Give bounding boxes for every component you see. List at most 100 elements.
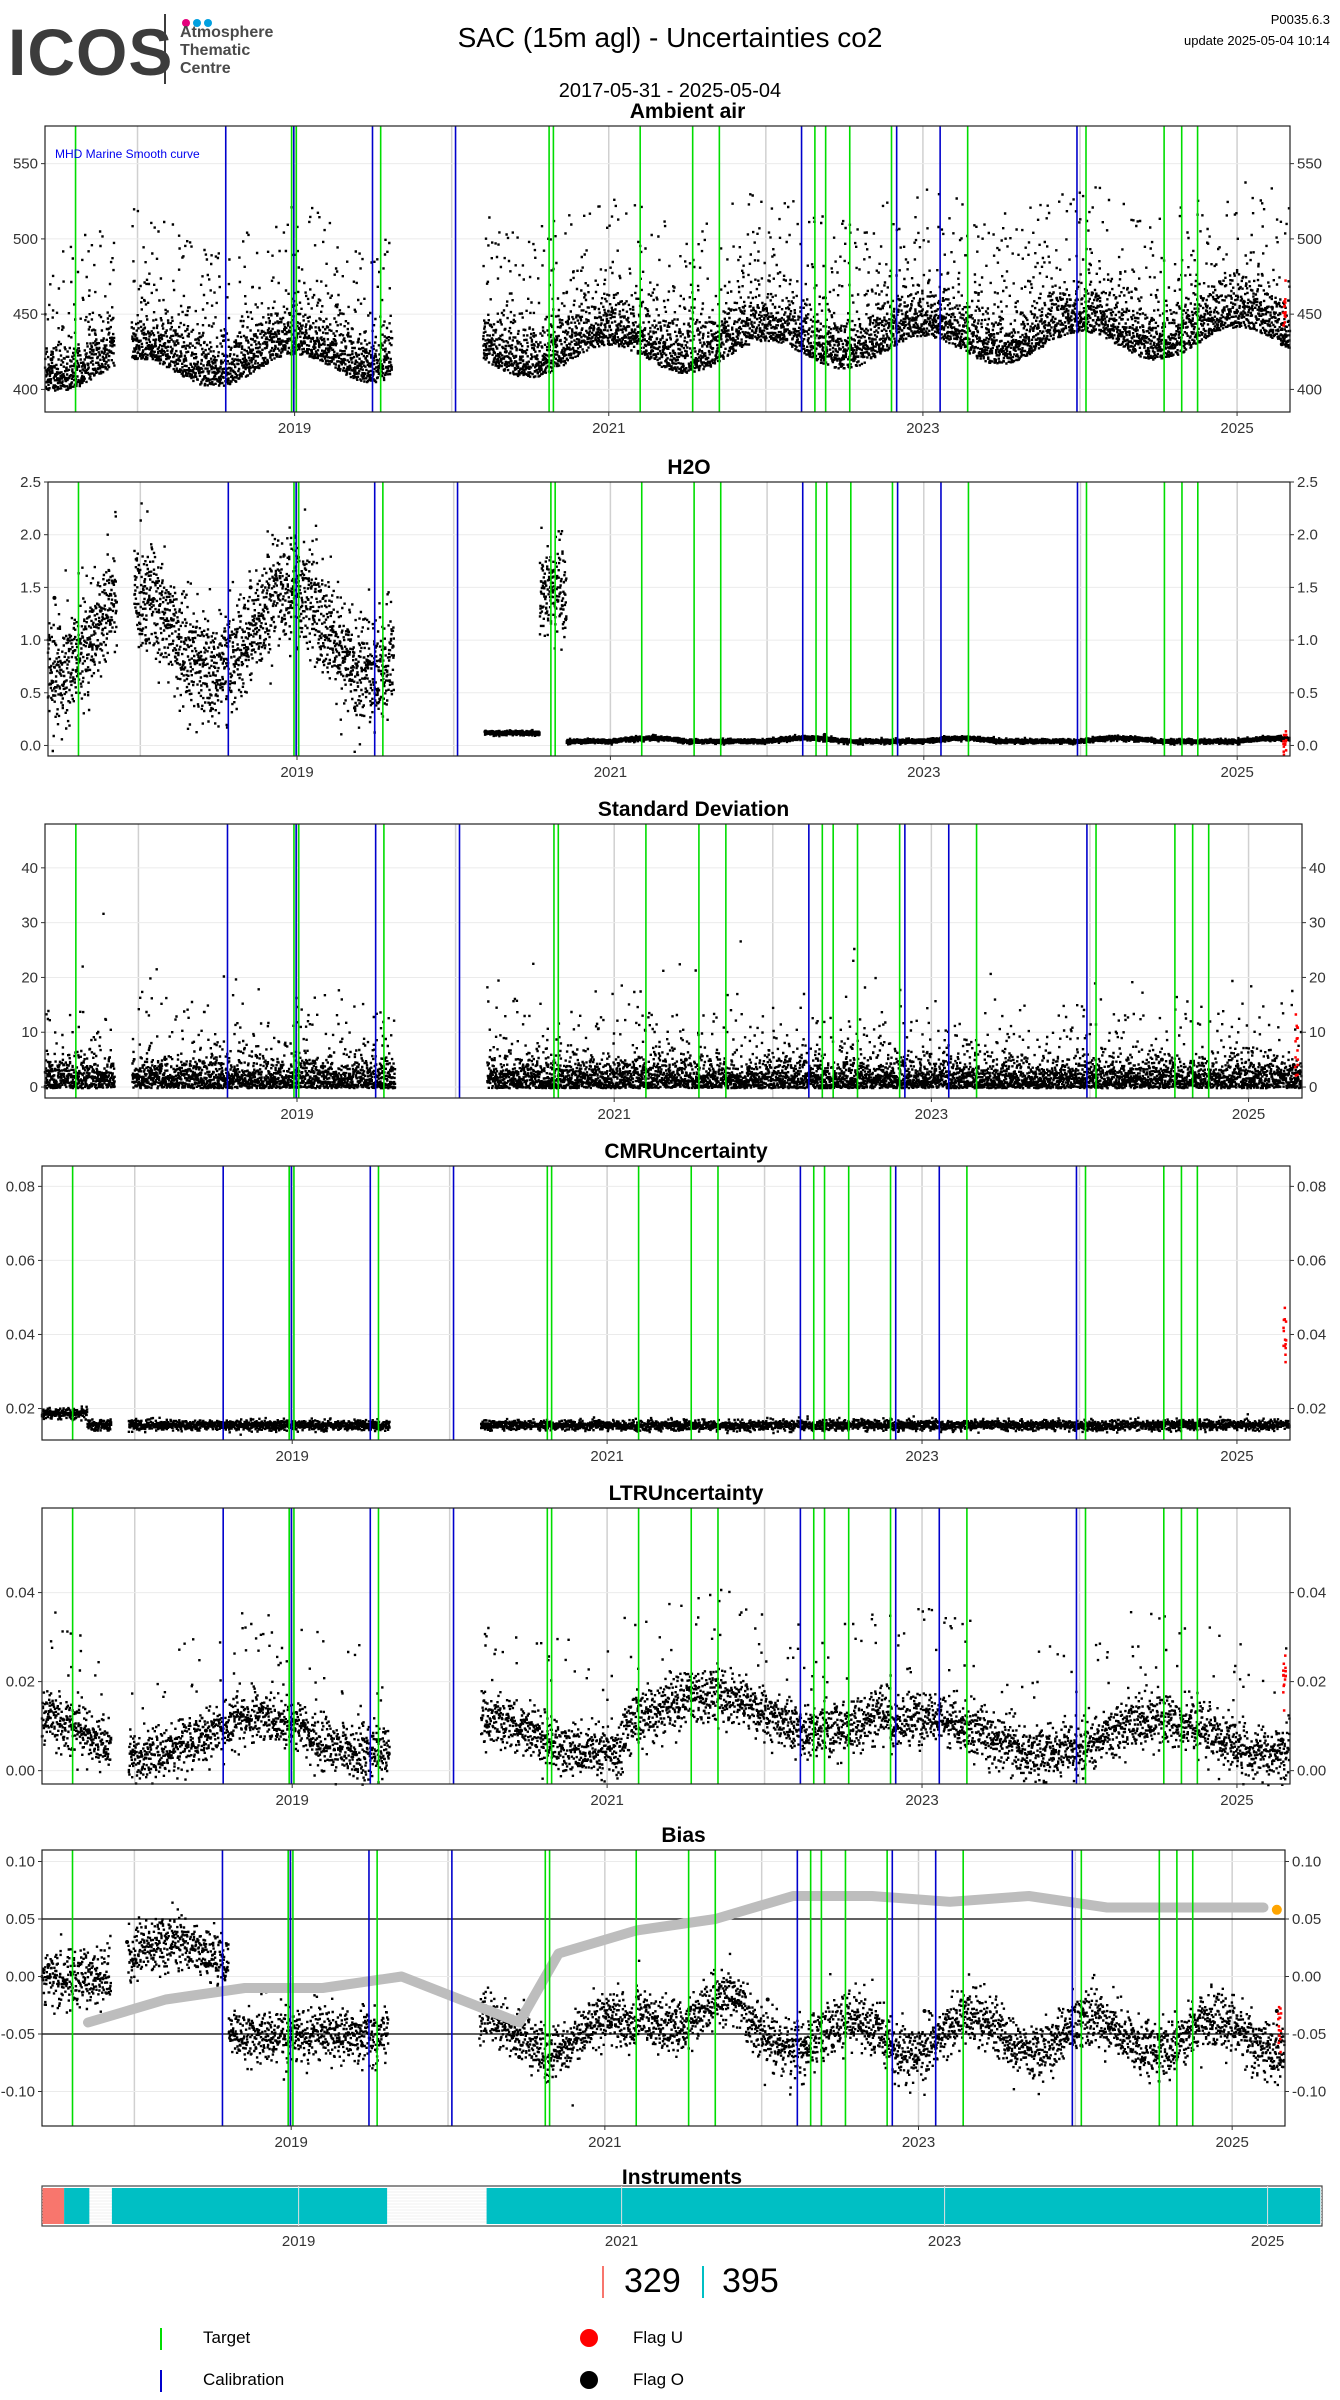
data-point (1148, 1728, 1153, 1733)
x-tick-label: 2019 (275, 2134, 308, 2151)
flag-u-point (1279, 2029, 1283, 2033)
flag-u-point (1277, 2041, 1280, 2045)
y-tick-label: 0.02 (6, 1401, 35, 1418)
y-tick-label: 0.0 (1297, 737, 1318, 754)
chart-panel-standard-deviation: Standard Deviation 0 0 10 10 20 20 30 30 40 40 2019… (21, 798, 1325, 1123)
data-point (517, 2055, 522, 2059)
flag-u-point (1284, 730, 1288, 733)
data-point (922, 2009, 927, 2013)
flag-u-point (1284, 749, 1288, 752)
point-cloud (43, 912, 1303, 1090)
flag-u-point (1282, 1684, 1285, 1688)
flag-u-point (1283, 305, 1286, 308)
x-tick-label: 2025 (1232, 1106, 1265, 1123)
panel-title: Instruments (622, 2166, 742, 2189)
data-points (40, 1588, 1291, 1787)
data-point (49, 1068, 54, 1073)
data-point (614, 738, 619, 743)
y-tick-label: 2.0 (20, 527, 41, 544)
flag-u-point (1296, 1063, 1299, 1067)
x-tick-label: 2025 (1215, 2134, 1248, 2151)
data-points (40, 1405, 1291, 1436)
y-tick-label: 0.5 (20, 685, 41, 702)
y-tick-label: 1.5 (1297, 579, 1318, 596)
y-tick-label: -0.10 (1292, 2084, 1326, 2101)
data-point (1279, 1737, 1284, 1742)
flag-u-point (1282, 311, 1285, 315)
data-point (361, 1421, 366, 1426)
y-tick-label: 0.05 (6, 1911, 35, 1928)
legend-flag-u-label: Flag U (633, 2328, 684, 2347)
x-tick-label: 2019 (280, 764, 313, 781)
y-tick-label: 0.02 (6, 1674, 35, 1691)
data-point (608, 2020, 613, 2025)
data-point (842, 1063, 847, 1068)
y-tick-label: 10 (21, 1024, 38, 1041)
data-point (673, 2009, 678, 2013)
flag-u-point (1278, 2034, 1281, 2037)
flag-u-point (1282, 739, 1285, 743)
flag-u-point (1279, 2012, 1283, 2015)
data-point (683, 1057, 688, 1062)
y-tick-label: 0.10 (6, 1854, 35, 1871)
x-tick-label: 2019 (282, 2233, 315, 2250)
point-cloud (46, 502, 1291, 753)
flag-u-point (1284, 1346, 1287, 1350)
flag-u-point (1277, 2005, 1281, 2009)
x-tick-label: 2023 (905, 1792, 938, 1809)
data-point (520, 349, 525, 354)
flag-u-point (1278, 2016, 1282, 2020)
chart-panel-h2o: H2O 0.0 0.0 0.5 0.5 1.0 1.0 1.5 1.5 2.0 2.0 2.5 2.5 2… (20, 456, 1318, 781)
page-title: SAC (15m agl) - Uncertainties co2 (457, 22, 883, 53)
y-tick-label: -0.10 (1, 2084, 35, 2101)
logo-word: ICOS (8, 15, 174, 89)
x-tick-label: 2023 (915, 1106, 948, 1123)
flag-u-point (1284, 311, 1287, 314)
logo-divider (164, 14, 166, 84)
instrument-a-marker (602, 2266, 604, 2298)
smooth-curve-line (83, 1891, 1269, 2028)
flag-u-point (1282, 750, 1285, 753)
flag-u-point (1284, 1675, 1287, 1678)
chart-panel-cmruncertainty: CMRUncertainty 0.02 0.02 0.04 0.04 0.06 0.06 0.… (6, 1140, 1326, 1465)
panel-title: Standard Deviation (598, 798, 789, 821)
flag-u-point (1284, 1339, 1288, 1342)
y-tick-label: 1.0 (20, 632, 41, 649)
flag-u-point (1282, 1674, 1285, 1677)
data-point (46, 1963, 51, 1967)
data-point (360, 2043, 365, 2048)
flag-u-point (1284, 1666, 1287, 1670)
flag-u-point (1295, 1037, 1299, 1040)
data-point (834, 339, 839, 344)
flag-u-point (1283, 300, 1286, 303)
flag-u-point (1282, 1318, 1286, 1322)
y-tick-label: 0.06 (1297, 1252, 1326, 1269)
y-tick-label: 500 (1297, 231, 1322, 248)
data-points (43, 181, 1292, 392)
panel-frame (47, 481, 1291, 757)
x-tick-label: 2023 (906, 420, 939, 437)
flag-u-point (1284, 1343, 1287, 1346)
chart-panel-bias: Bias -0.10 -0.10 -0.05 -0.05 0.00 0.00 0.05 0.05… (1, 1824, 1326, 2151)
y-tick-label: 0.00 (1297, 1763, 1326, 1780)
y-tick-label: 10 (1309, 1024, 1326, 1041)
x-tick-label: 2025 (1251, 2233, 1284, 2250)
flag-u-point (1295, 1024, 1298, 1028)
instrument-b-marker (702, 2266, 704, 2298)
data-point (833, 1706, 838, 1711)
data-point (765, 1997, 770, 2002)
x-tick-label: 2019 (276, 1448, 309, 1465)
data-point (208, 1074, 213, 1079)
icos-logo: ICOS Atmosphere Thematic Centre (8, 8, 298, 89)
y-tick-label: 0 (1309, 1079, 1317, 1096)
data-point (366, 1068, 371, 1073)
legend-flag-o-label: Flag O (633, 2370, 685, 2389)
data-point (519, 1421, 524, 1426)
panel-frame (44, 823, 1303, 1099)
data-point (203, 1421, 208, 1426)
flag-u-point (1294, 1056, 1297, 1059)
data-point (203, 1728, 208, 1733)
data-point (525, 1063, 530, 1068)
flag-u-point (1296, 1058, 1300, 1061)
data-point (519, 1728, 524, 1733)
